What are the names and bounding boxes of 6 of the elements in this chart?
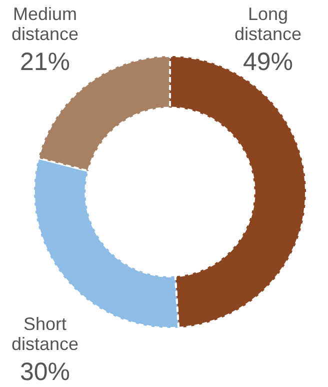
data-label: 21% (20, 48, 70, 76)
slice-label: Short distance (11, 314, 79, 354)
slice-label: Medium distance (11, 4, 79, 44)
slice-label: Long distance (234, 4, 302, 44)
data-label: 49% (242, 48, 294, 76)
data-label: 30% (20, 358, 70, 386)
